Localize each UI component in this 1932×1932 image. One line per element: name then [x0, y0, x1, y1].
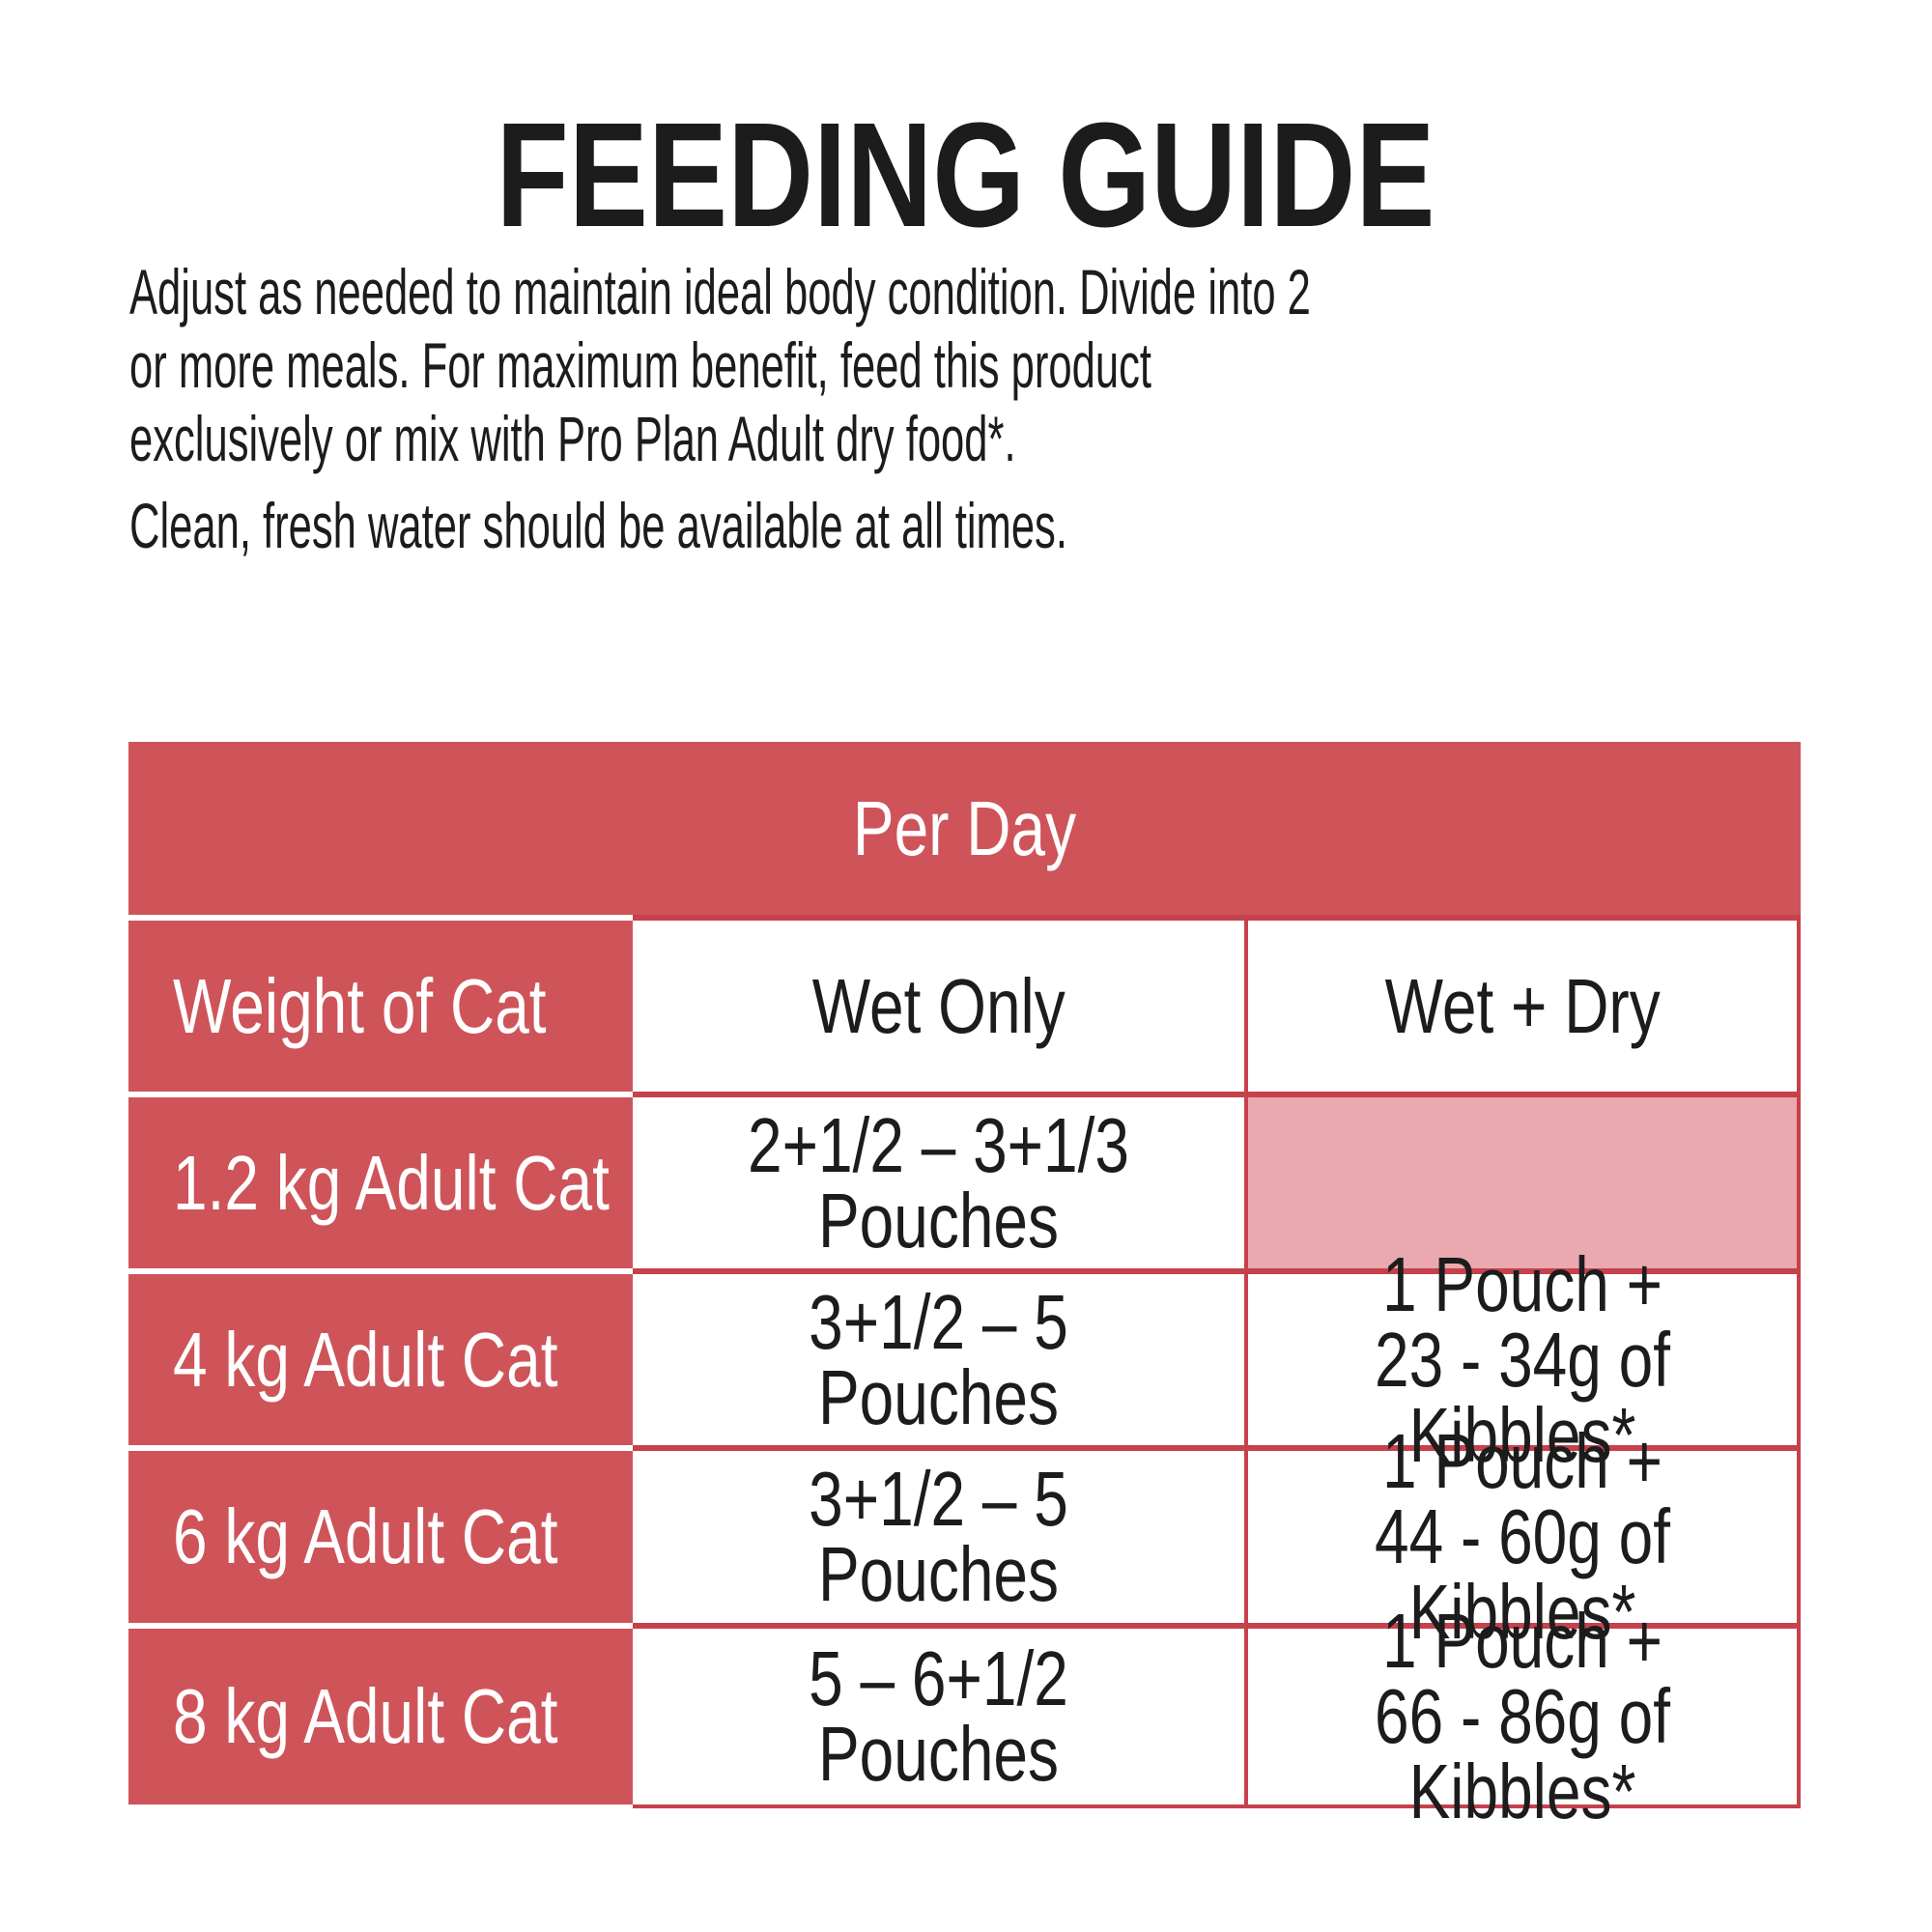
weight-cell-row4: 8 kg Adult Cat: [128, 1629, 633, 1804]
intro-paragraph-text: Adjust as needed to maintain ideal body …: [129, 256, 1311, 474]
weight-cell-row4-text: 8 kg Adult Cat: [173, 1673, 558, 1759]
weight-cell-row1: 1.2 kg Adult Cat: [128, 1097, 633, 1268]
column-header-wet-dry: Wet + Dry: [1248, 921, 1797, 1092]
wet-only-cell-row1: 2+1/2 – 3+1/3 Pouches: [633, 1097, 1244, 1268]
column-header-wet-only-text: Wet Only: [811, 962, 1065, 1049]
rule-line-1: [633, 1092, 1801, 1097]
weight-cell-row2: 4 kg Adult Cat: [128, 1274, 633, 1445]
wet-only-cell-row3: 3+1/2 – 5 Pouches: [633, 1451, 1244, 1623]
weight-cell-row2-text: 4 kg Adult Cat: [173, 1316, 558, 1403]
per-day-header-text: Per Day: [852, 784, 1077, 871]
table-body-region: Wet Only Wet + Dry 2+1/2 – 3+1/3 Pouches…: [633, 915, 1801, 1831]
wet-only-cell-row2: 3+1/2 – 5 Pouches: [633, 1274, 1244, 1445]
wet-only-cell-row1-text: 2+1/2 – 3+1/3 Pouches: [747, 1101, 1130, 1264]
rule-line-2: [633, 1268, 1801, 1274]
wet-dry-cell-row4-text: 1 Pouch + 66 - 86g of Kibbles*: [1375, 1598, 1670, 1834]
column-header-weight: Weight of Cat: [128, 921, 633, 1092]
column-header-wet-only: Wet Only: [633, 921, 1244, 1092]
intro-paragraph: Adjust as needed to maintain ideal body …: [129, 255, 1868, 475]
wet-dry-cell-row2-text: 1 Pouch + 23 - 34g of Kibbles*: [1375, 1240, 1670, 1478]
rule-line-right-edge: [1797, 915, 1801, 1808]
wet-dry-cell-row3: 1 Pouch + 44 - 60g of Kibbles*: [1248, 1423, 1797, 1651]
feeding-table: Per Day Weight of Cat 1.2 kg Adult Cat 4…: [128, 742, 1801, 1831]
weight-cell-row1-text: 1.2 kg Adult Cat: [173, 1139, 610, 1226]
wet-dry-cell-row3-text: 1 Pouch + 44 - 60g of Kibbles*: [1375, 1418, 1670, 1655]
wet-dry-cell-row2: 1 Pouch + 23 - 34g of Kibbles*: [1248, 1245, 1797, 1473]
wet-dry-empty-cell: [1248, 1097, 1797, 1268]
wet-only-cell-row2-text: 3+1/2 – 5 Pouches: [809, 1278, 1068, 1440]
page-title-text: FEEDING GUIDE: [496, 92, 1435, 258]
rule-line-4: [633, 1623, 1801, 1629]
weight-cell-row3: 6 kg Adult Cat: [128, 1451, 633, 1623]
water-note: Clean, fresh water should be available a…: [129, 489, 1868, 562]
wet-dry-cell-row4: 1 Pouch + 66 - 86g of Kibbles*: [1248, 1603, 1797, 1831]
water-note-text: Clean, fresh water should be available a…: [129, 490, 1067, 561]
weight-cell-row3-text: 6 kg Adult Cat: [173, 1493, 558, 1579]
rule-line-3: [633, 1445, 1801, 1451]
wet-only-cell-row3-text: 3+1/2 – 5 Pouches: [809, 1456, 1068, 1617]
rule-line-column-divider: [1244, 915, 1248, 1808]
rule-line-top: [633, 915, 1801, 921]
wet-only-cell-row4: 5 – 6+1/2 Pouches: [633, 1629, 1244, 1804]
rule-line-bottom: [633, 1804, 1801, 1808]
wet-only-cell-row4-text: 5 – 6+1/2 Pouches: [809, 1635, 1068, 1797]
per-day-header: Per Day: [128, 742, 1801, 915]
page-title: FEEDING GUIDE: [0, 100, 1932, 249]
column-header-wet-dry-text: Wet + Dry: [1384, 962, 1661, 1049]
column-header-weight-text: Weight of Cat: [173, 962, 547, 1049]
